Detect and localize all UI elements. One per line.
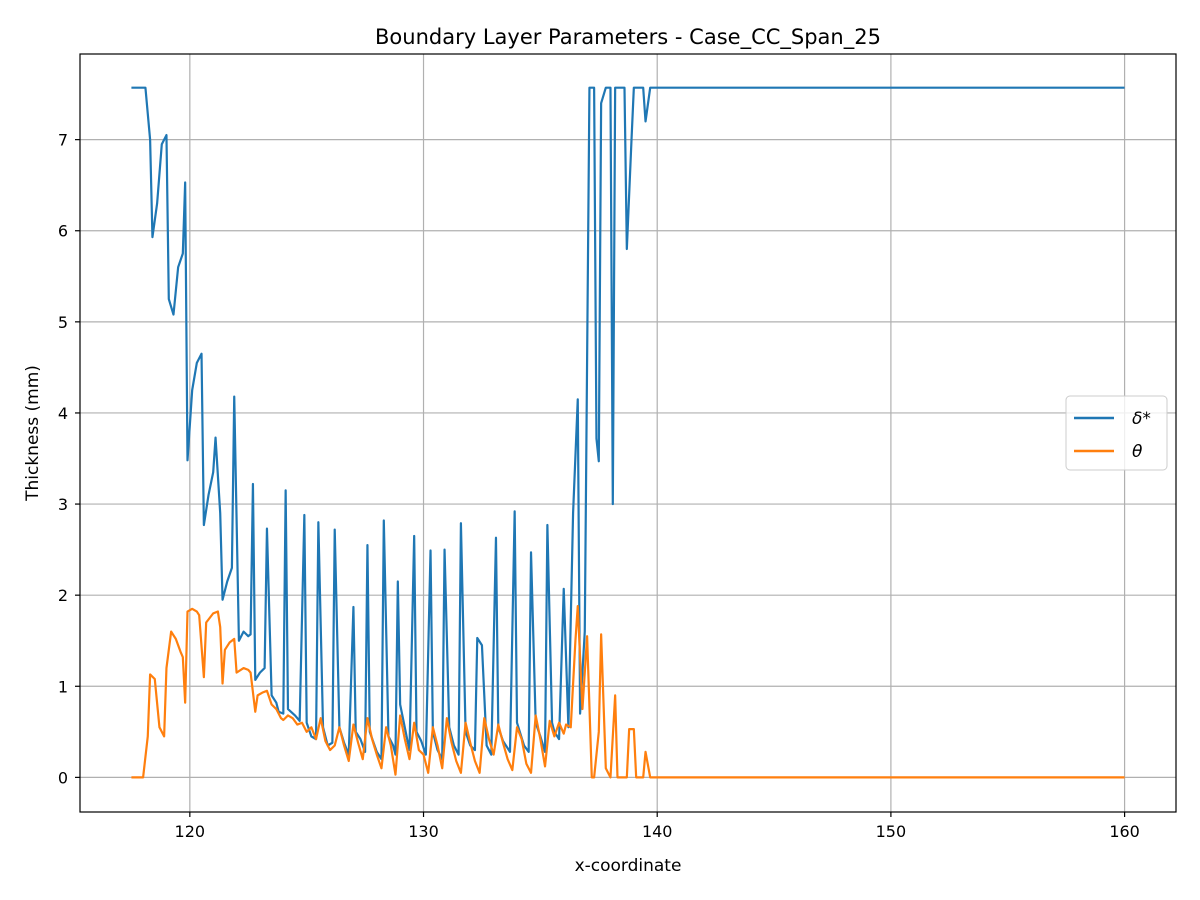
- y-tick-label: 7: [58, 131, 68, 150]
- y-tick-label: 2: [58, 586, 68, 605]
- series-delta-star-line: [131, 86, 1125, 761]
- y-tick-label: 5: [58, 313, 68, 332]
- y-tick-label: 3: [58, 495, 68, 514]
- x-tick-label: 160: [1109, 822, 1140, 841]
- x-tick-label: 150: [876, 822, 907, 841]
- y-axis-label: Thickness (mm): [23, 365, 43, 502]
- series-theta-line: [131, 605, 1125, 779]
- y-tick-label: 0: [58, 768, 68, 787]
- y-tick-label: 1: [58, 677, 68, 696]
- chart-title: Boundary Layer Parameters - Case_CC_Span…: [375, 25, 881, 50]
- plot-frame: [79, 53, 1177, 813]
- x-axis-label: x-coordinate: [575, 856, 682, 876]
- y-grid: [80, 139, 1176, 778]
- legend-box: [1065, 395, 1168, 471]
- series-layer: [131, 86, 1125, 779]
- y-axis: 0 1 2 3 4 5 6 7: [58, 131, 80, 787]
- y-tick-label: 6: [58, 222, 68, 241]
- legend: δ* θ: [1065, 395, 1168, 471]
- y-tick-label: 4: [58, 404, 68, 423]
- plot-area: [80, 54, 1176, 812]
- legend-label-theta: θ: [1132, 442, 1143, 462]
- x-tick-label: 120: [175, 822, 206, 841]
- x-tick-label: 130: [408, 822, 439, 841]
- x-tick-label: 140: [642, 822, 673, 841]
- x-grid: [189, 54, 1126, 812]
- legend-label-delta-star: δ*: [1132, 409, 1151, 429]
- x-axis: 120 130 140 150 160: [175, 812, 1140, 841]
